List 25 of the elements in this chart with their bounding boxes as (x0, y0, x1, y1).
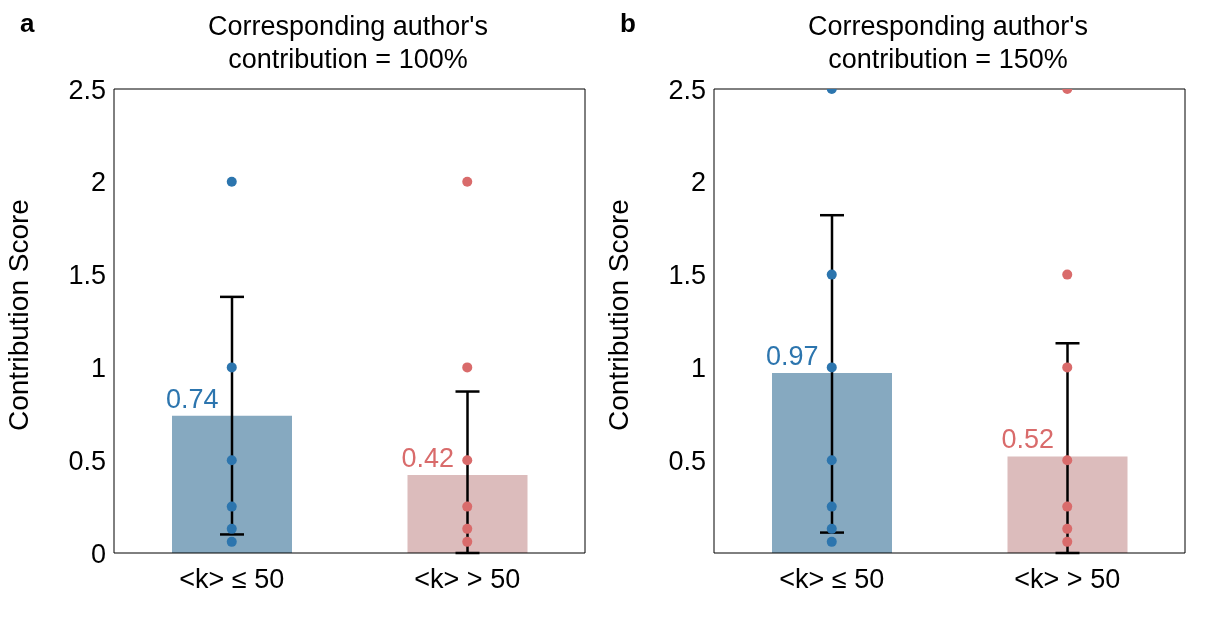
data-label: 0.52 (1001, 424, 1055, 455)
x-tick-label: <k> > 50 (414, 564, 521, 595)
y-tick-label: 0.5 (668, 445, 706, 476)
x-tick-label: <k> > 50 (1014, 564, 1121, 595)
y-tick-label: 2.5 (68, 74, 106, 105)
data-label: 0.42 (401, 443, 455, 474)
y-tick-label: 2 (90, 167, 106, 198)
text: b (620, 8, 636, 39)
data-label: 0.74 (166, 383, 219, 414)
x-tick-label: <k> ≤ 50 (179, 564, 285, 595)
y-tick-label: 1.5 (668, 260, 706, 291)
y-tick-label: 2.5 (668, 74, 706, 105)
y-axis-title: Contribution Score (602, 199, 634, 431)
y-tick-label: 1 (90, 352, 106, 383)
y-tick-label: 0 (90, 538, 106, 569)
chart-title: Corresponding author's contribution = 100% (207, 10, 489, 76)
y-tick-label: 0.5 (68, 445, 106, 476)
text: a (20, 8, 35, 39)
y-tick-label: 2 (690, 167, 706, 198)
chart-title: Corresponding author's contribution = 150% (807, 10, 1089, 76)
y-tick-label: 1 (690, 352, 706, 383)
y-axis-title: Contribution Score (2, 199, 34, 431)
data-label: 0.97 (766, 340, 819, 371)
x-tick-label: <k> ≤ 50 (779, 564, 885, 595)
y-tick-label: 1.5 (68, 260, 106, 291)
